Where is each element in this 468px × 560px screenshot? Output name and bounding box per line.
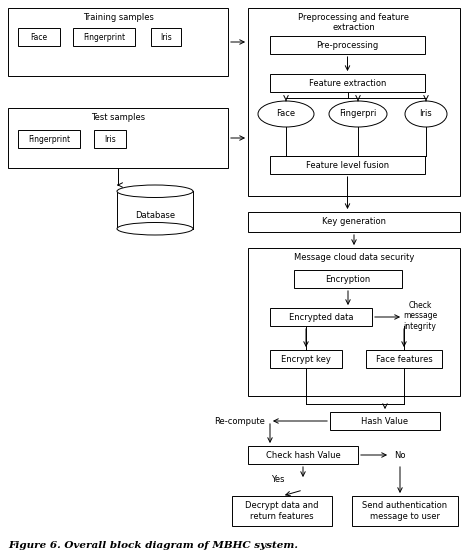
Text: Encrypted data: Encrypted data (289, 312, 353, 321)
Ellipse shape (258, 101, 314, 127)
Bar (8, 8, 228, 76)
Text: Check hash Value: Check hash Value (266, 450, 340, 460)
Text: Key generation: Key generation (322, 217, 386, 226)
Text: Message cloud data security: Message cloud data security (294, 254, 414, 263)
Bar (8, 108, 228, 168)
Text: Decrypt data and
return features: Decrypt data and return features (245, 501, 319, 521)
Text: Iris: Iris (420, 110, 432, 119)
Text: Feature level fusion: Feature level fusion (306, 161, 389, 170)
Text: Fingerpri: Fingerpri (339, 110, 377, 119)
Text: Fingerprint: Fingerprint (83, 32, 125, 41)
Bar (248, 248, 460, 396)
Text: Figure 6. Overall block diagram of MBHC system.: Figure 6. Overall block diagram of MBHC … (8, 540, 298, 549)
Ellipse shape (405, 101, 447, 127)
Text: extraction: extraction (333, 24, 375, 32)
Text: Iris: Iris (160, 32, 172, 41)
Text: Face: Face (277, 110, 296, 119)
Text: Encrypt key: Encrypt key (281, 354, 331, 363)
Text: Hash Value: Hash Value (361, 417, 409, 426)
Bar (270, 36, 425, 54)
Bar (330, 412, 440, 430)
Bar (270, 350, 342, 368)
Bar (151, 28, 181, 46)
Bar (352, 496, 458, 526)
Bar (73, 28, 135, 46)
Text: Preprocessing and feature: Preprocessing and feature (299, 13, 410, 22)
Text: Training samples: Training samples (82, 13, 154, 22)
Bar (294, 270, 402, 288)
Text: Yes: Yes (271, 475, 285, 484)
Bar (270, 74, 425, 92)
Text: Database: Database (135, 211, 175, 220)
Text: Check
message
integrity: Check message integrity (403, 301, 437, 331)
Ellipse shape (329, 101, 387, 127)
Text: Fingerprint: Fingerprint (28, 134, 70, 143)
Text: Feature extraction: Feature extraction (309, 78, 386, 87)
Bar (248, 212, 460, 232)
Text: Iris: Iris (104, 134, 116, 143)
Text: Face features: Face features (376, 354, 432, 363)
Bar (270, 156, 425, 174)
Text: Send authentication
message to user: Send authentication message to user (362, 501, 447, 521)
Bar (366, 350, 442, 368)
Text: Re-compute: Re-compute (214, 417, 265, 426)
Bar (18, 130, 80, 148)
Ellipse shape (117, 185, 193, 198)
Bar (232, 496, 332, 526)
Text: Pre-processing: Pre-processing (316, 40, 379, 49)
Text: Test samples: Test samples (91, 114, 145, 123)
Ellipse shape (117, 222, 193, 235)
Text: Encryption: Encryption (325, 274, 371, 283)
Bar (248, 8, 460, 196)
Bar (248, 446, 358, 464)
Text: No: No (394, 450, 406, 460)
Bar (18, 28, 60, 46)
Bar (94, 130, 126, 148)
Ellipse shape (117, 185, 193, 198)
Bar (270, 308, 372, 326)
Text: Face: Face (30, 32, 48, 41)
